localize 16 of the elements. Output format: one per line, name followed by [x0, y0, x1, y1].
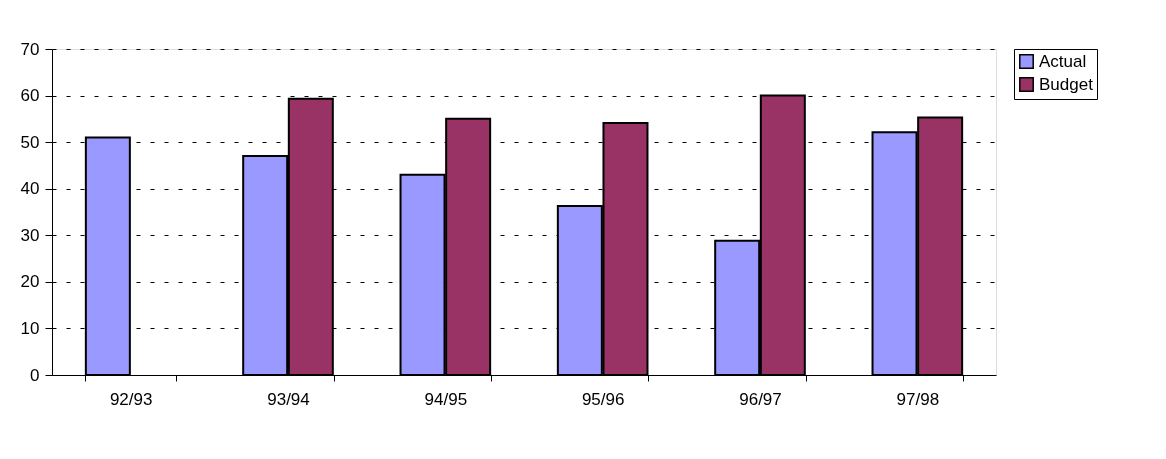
y-tick-label: 50 — [20, 132, 40, 152]
legend-label: Budget — [1039, 74, 1094, 94]
y-tick-label: 30 — [20, 225, 40, 245]
y-tick-label: 60 — [20, 86, 40, 106]
x-tick-label: 95/96 — [581, 389, 625, 409]
x-tick-label: 97/98 — [896, 389, 940, 409]
y-tick-label: 20 — [20, 272, 40, 292]
x-tick-label: 96/97 — [739, 389, 782, 409]
y-tick-label: 40 — [20, 179, 40, 199]
legend-label: Actual — [1039, 51, 1087, 71]
x-tick-label: 92/93 — [109, 389, 153, 409]
y-tick-label: 0 — [30, 365, 40, 385]
y-tick-label: 10 — [20, 318, 40, 338]
x-tick-label: 94/95 — [424, 389, 468, 409]
y-tick-label: 70 — [20, 39, 40, 59]
x-tick-label: 93/94 — [267, 389, 310, 409]
